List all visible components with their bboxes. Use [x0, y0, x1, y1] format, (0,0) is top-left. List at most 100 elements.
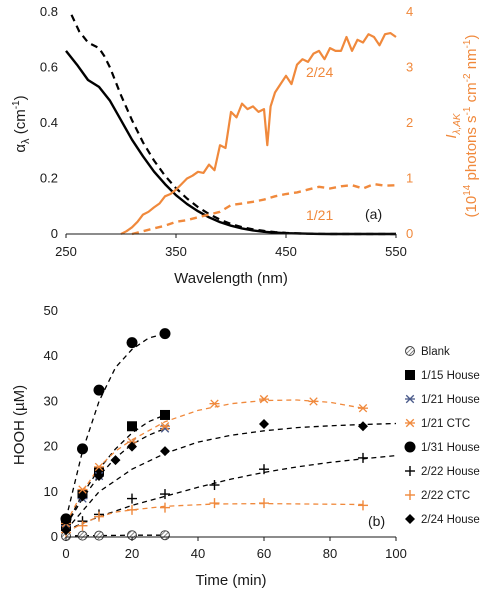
panel-a-annotation-2-24: 2/24 — [306, 64, 333, 80]
panel-b-label: (b) — [368, 513, 385, 529]
data-point-1-21-ctc — [160, 422, 170, 431]
data-point-1-21-ctc — [209, 399, 220, 408]
panel-b: 0 20 40 60 80 100 0 10 20 30 40 50 Time (min) HOOH… — [11, 303, 480, 589]
data-point-2-24-house — [127, 441, 137, 452]
data-point-2-22-house — [259, 464, 269, 475]
fit-line-1-21-house — [65, 427, 166, 527]
panel-b-x-ticks: 0 20 40 60 80 100 — [62, 537, 407, 561]
panel-a-y-tick-label: 0 — [51, 226, 58, 241]
data-point-blank — [94, 530, 104, 541]
panel-b-x-tick-label: 0 — [62, 546, 69, 561]
legend-label-2-22-ctc: 2/22 CTC — [421, 490, 470, 502]
panel-b-y-tick-label: 20 — [44, 439, 58, 454]
panel-a-series-line-dashed-black — [70, 14, 396, 236]
panel-b-x-tick-label: 20 — [125, 546, 139, 561]
data-point-2-24-house — [61, 525, 71, 536]
panel-a-label: (a) — [365, 206, 382, 222]
legend-label-2-22-house: 2/22 House — [421, 466, 480, 478]
data-point-1-31-house — [159, 328, 171, 340]
panel-a-y-ticks-right: 0 1 2 3 4 — [406, 4, 413, 241]
legend-label-blank: Blank — [421, 346, 450, 358]
data-point-2-22-house — [160, 489, 170, 500]
data-point-2-24-house — [160, 446, 170, 457]
data-point-2-22-house — [358, 452, 368, 463]
panel-b-y-tick-label: 0 — [51, 529, 58, 544]
legend-marker-2-24-house — [405, 514, 415, 524]
data-point-1-31-house — [60, 513, 72, 525]
data-point-2-22-ctc — [259, 498, 269, 509]
data-point-1-15-house — [127, 421, 137, 432]
panel-a-y-right-tick-label: 2 — [406, 115, 413, 130]
panel-a: 250 350 450 550 0 0.2 0.4 0.6 0.8 0 1 2 3 4 Wavelen… — [11, 4, 480, 287]
data-point-2-24-house — [259, 419, 269, 429]
panel-a-x-tick-label: 350 — [165, 244, 187, 259]
panel-a-annotation-1-21: 1/21 — [306, 207, 333, 223]
data-point-2-24-house — [358, 421, 368, 432]
legend-marker-2-22-house — [405, 466, 415, 476]
legend-marker-1-31-house — [404, 441, 416, 453]
data-point-2-22-ctc — [94, 511, 104, 522]
panel-a-y-right-axis-title-line1: Iλ,AK — [443, 112, 463, 139]
data-point-blank — [160, 530, 170, 541]
data-point-2-22-house — [127, 493, 137, 504]
panel-b-x-tick-label: 100 — [385, 546, 407, 561]
data-point-1-15-house — [160, 409, 170, 420]
panel-a-series-line-solid-black — [65, 50, 396, 236]
data-point-1-21-ctc — [308, 397, 319, 406]
panel-a-y-tick-label: 0.8 — [40, 4, 58, 19]
panel-a-y-tick-label: 0.2 — [40, 171, 58, 186]
data-point-1-21-ctc — [259, 394, 269, 404]
data-point-1-31-house — [126, 337, 138, 349]
data-point-2-22-ctc — [160, 502, 170, 513]
panel-a-series-line-2-24 — [120, 31, 397, 235]
panel-a-series-line-1-21 — [131, 182, 397, 236]
panel-a-y-right-tick-label: 0 — [406, 226, 413, 241]
panel-b-y-ticks: 0 10 20 30 40 50 — [44, 303, 58, 544]
legend-label-1-31-house: 1/31 House — [421, 442, 480, 454]
data-point-1-21-ctc — [77, 485, 88, 494]
fit-line-1-15-house — [65, 414, 166, 527]
legend-marker-1-21-ctc — [405, 418, 415, 428]
panel-a-y-right-tick-label: 1 — [406, 171, 413, 186]
data-point-2-22-ctc — [209, 498, 220, 509]
panel-b-x-tick-label: 80 — [323, 546, 337, 561]
fit-line-2-22-house — [65, 454, 397, 531]
panel-a-y-right-axis-title-line2: (1014 photons s-1 cm-2 nm-1) — [462, 35, 480, 218]
legend-label-1-15-house: 1/15 House — [421, 370, 480, 382]
panel-b-y-axis-title: HOOH (µM) — [11, 385, 28, 465]
panel-a-x-ticks: 250 350 450 550 — [55, 234, 407, 259]
panel-a-series — [65, 14, 397, 236]
data-point-2-22-ctc — [77, 520, 88, 531]
panel-b-fit-lines — [65, 332, 397, 537]
legend-label-1-21-ctc: 1/21 CTC — [421, 418, 470, 430]
panel-a-y-ticks: 0 0.2 0.4 0.6 0.8 — [40, 4, 58, 241]
fit-line-blank — [65, 534, 165, 537]
panel-b-legend: Blank 1/15 House 1/21 House 1/21 CTC 1/31 Ho… — [404, 346, 480, 526]
fit-line-2-24-house — [65, 422, 397, 531]
data-point-1-31-house — [93, 384, 105, 396]
legend-label-1-21-house: 1/21 House — [421, 394, 480, 406]
panel-a-x-tick-label: 450 — [275, 244, 297, 259]
panel-a-y-right-tick-label: 4 — [406, 4, 413, 19]
panel-b-x-axis-title: Time (min) — [195, 572, 266, 589]
data-point-1-21-ctc — [358, 403, 368, 413]
panel-a-y-tick-label: 0.4 — [40, 115, 58, 130]
panel-a-y-axis-title: αλ (cm-1) — [11, 95, 32, 152]
panel-b-x-tick-label: 40 — [191, 546, 205, 561]
legend-marker-blank — [405, 346, 415, 356]
data-point-2-22-ctc — [127, 504, 137, 515]
data-point-1-31-house — [77, 443, 88, 455]
panel-a-y-right-tick-label: 3 — [406, 60, 413, 75]
legend-label-2-24-house: 2/24 House — [421, 514, 480, 526]
data-point-2-24-house — [110, 455, 121, 466]
panel-a-x-tick-label: 550 — [385, 244, 407, 259]
panel-b-y-tick-label: 30 — [44, 393, 58, 408]
legend-marker-2-22-ctc — [405, 490, 415, 500]
panel-b-y-tick-label: 40 — [44, 348, 58, 363]
panel-b-markers — [60, 328, 368, 542]
panel-a-x-tick-label: 250 — [55, 244, 77, 259]
legend-marker-1-21-house — [405, 394, 415, 404]
data-point-2-24-house — [77, 491, 88, 502]
data-point-blank — [77, 530, 88, 541]
